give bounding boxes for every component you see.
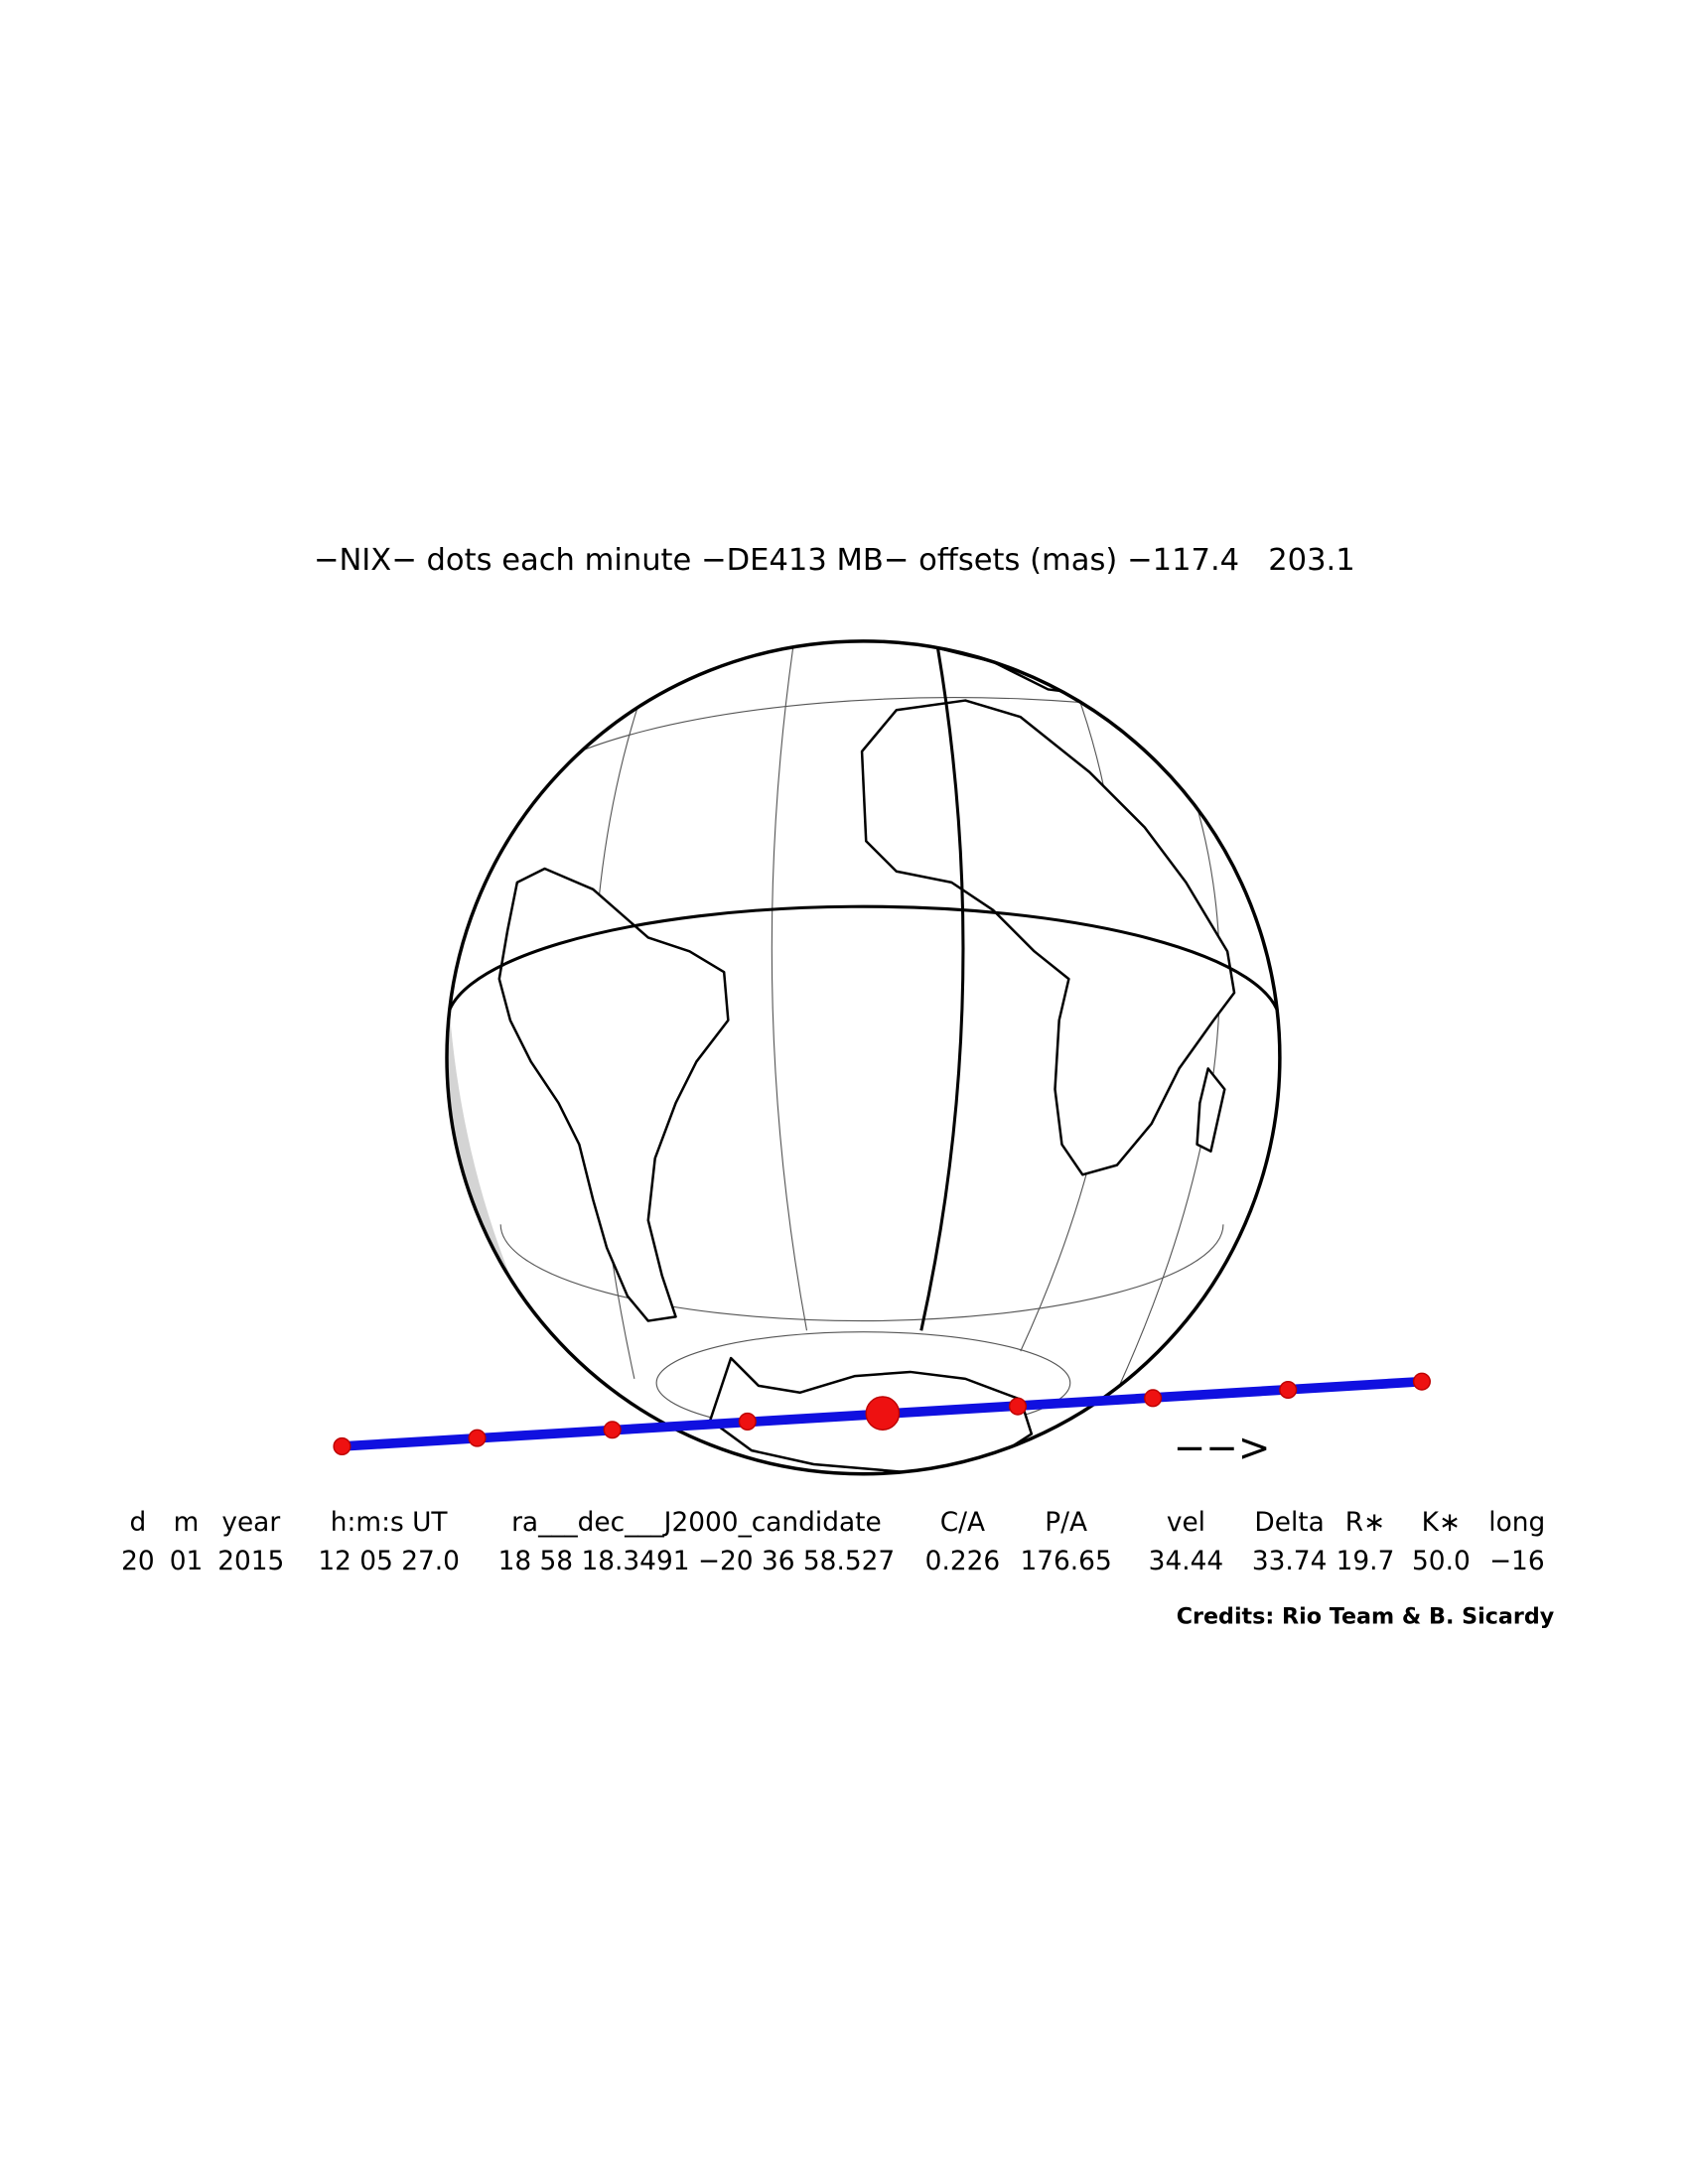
table-cell: 0.226 xyxy=(925,1547,1001,1576)
table-cell: 18 58 18.3491 −20 36 58.527 xyxy=(498,1547,896,1576)
table-cell: 19.7 xyxy=(1336,1547,1395,1576)
table-cell: 176.65 xyxy=(1020,1547,1111,1576)
minute-dot xyxy=(738,1412,757,1431)
table-cell: 2015 xyxy=(217,1547,284,1576)
globe xyxy=(445,639,1282,1476)
table-header: P/A xyxy=(1045,1508,1087,1538)
meridian xyxy=(1102,771,1220,1421)
table-header: Delta xyxy=(1254,1508,1324,1538)
table-cell: −16 xyxy=(1489,1547,1545,1576)
table-cell: 33.74 xyxy=(1252,1547,1328,1576)
table-header: year xyxy=(221,1508,280,1538)
credits: Credits: Rio Team & B. Sicardy xyxy=(1177,1604,1555,1630)
madagascar xyxy=(1196,1067,1226,1153)
shadow-path xyxy=(333,1372,1431,1455)
table-header: d xyxy=(130,1508,147,1538)
minute-dot xyxy=(1412,1372,1431,1391)
title: −NIX− dots each minute −DE413 MB− offset… xyxy=(314,543,1355,578)
table-header: long xyxy=(1488,1508,1545,1538)
prime-meridian xyxy=(919,647,965,1331)
table-cell: 12 05 27.0 xyxy=(318,1547,460,1576)
table-cell: 01 xyxy=(170,1547,204,1576)
closest-approach-dot xyxy=(865,1396,901,1431)
africa xyxy=(860,699,1236,1176)
meridian xyxy=(771,647,808,1331)
minute-dot xyxy=(333,1436,352,1455)
equator xyxy=(447,904,1280,1027)
table-header: h:m:s UT xyxy=(331,1508,449,1538)
minute-dot xyxy=(468,1429,487,1447)
table-header: m xyxy=(174,1508,200,1538)
table: d m year h:m:s UT ra___dec___J2000_candidate… xyxy=(121,1508,1545,1576)
minute-dot xyxy=(603,1421,622,1439)
table-header: K∗ xyxy=(1422,1508,1461,1538)
south-america xyxy=(497,867,730,1322)
table-cell: 50.0 xyxy=(1412,1547,1471,1576)
parallel xyxy=(499,1224,1224,1322)
table-header: ra___dec___J2000_candidate xyxy=(511,1508,882,1538)
minute-dot xyxy=(1144,1389,1163,1408)
minute-dot xyxy=(1279,1380,1298,1400)
minute-dot xyxy=(1008,1397,1028,1416)
table-cell: 20 xyxy=(121,1547,155,1576)
table-cell: 34.44 xyxy=(1149,1547,1224,1576)
table-header: C/A xyxy=(940,1508,985,1538)
table-header: R∗ xyxy=(1345,1508,1385,1538)
table-header: vel xyxy=(1167,1508,1205,1538)
direction-arrow: −−> xyxy=(1174,1427,1271,1471)
